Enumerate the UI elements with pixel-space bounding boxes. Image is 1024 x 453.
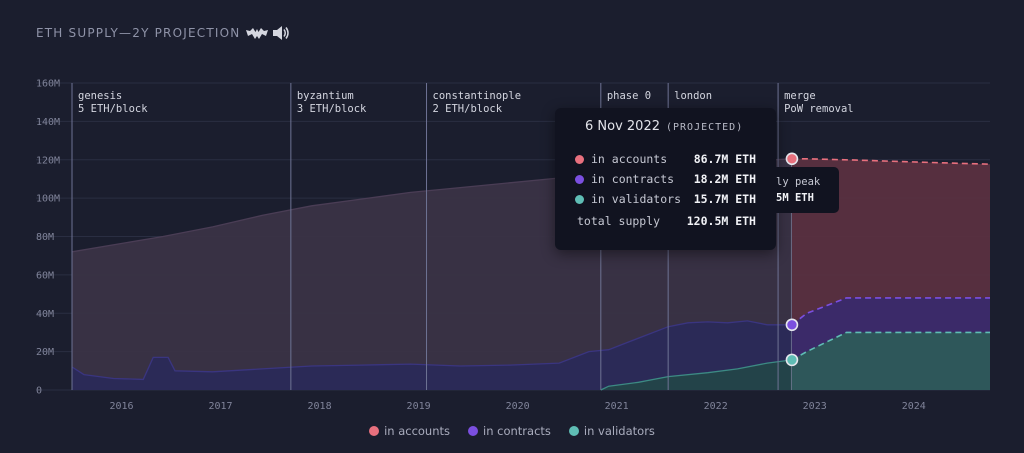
x-tick-label: 2021 <box>605 401 629 412</box>
era-name-label: byzantium <box>297 90 354 102</box>
line-in-contracts-historical <box>71 320 792 381</box>
peak-label-line2: 5M ETH <box>776 192 814 204</box>
line-in-contracts-projected <box>791 297 990 326</box>
y-tick-label: 40M <box>36 309 54 320</box>
tooltip-tag: (PROJECTED) <box>666 122 744 133</box>
tooltip-row-contracts: in contracts 18.2M ETH <box>575 172 756 186</box>
era-name-label: merge <box>784 90 816 102</box>
y-tick-label: 20M <box>36 347 54 358</box>
era-name-label: london <box>674 90 712 102</box>
speaker-icon[interactable] <box>272 25 290 41</box>
tooltip-row-validators: in validators 15.7M ETH <box>575 192 756 206</box>
validators-legend-dot-icon <box>568 426 579 436</box>
tooltip-date: 6 Nov 2022 (PROJECTED) <box>585 119 744 134</box>
era-reward-label: 2 ETH/block <box>433 103 503 115</box>
x-tick-label: 2017 <box>208 401 232 412</box>
y-tick-label: 80M <box>36 232 54 243</box>
area-in-validators-projected <box>791 332 990 390</box>
contracts-dot-icon <box>575 174 584 184</box>
era-name-label: constantinople <box>433 90 522 102</box>
y-tick-label: 100M <box>36 194 60 205</box>
line-in-validators-historical <box>600 359 792 391</box>
y-tick-label: 60M <box>36 270 54 281</box>
legend-item-validators[interactable]: in validators <box>568 424 655 438</box>
hover-point-in-contracts <box>785 318 799 332</box>
validators-dot-icon <box>575 194 584 204</box>
era-reward-label: PoW removal <box>784 103 854 115</box>
x-tick-label: 2022 <box>704 401 728 412</box>
x-tick-label: 2018 <box>308 401 332 412</box>
y-tick-label: 140M <box>36 117 60 128</box>
accounts-legend-dot-icon <box>369 426 380 436</box>
era-name-label: phase 0 <box>607 90 651 102</box>
x-tick-label: 2023 <box>803 401 827 412</box>
peak-label-line1: ly peak <box>776 176 821 188</box>
x-tick-label: 2019 <box>407 401 431 412</box>
chart-title: ETH SUPPLY—2Y PROJECTION <box>36 26 241 40</box>
y-tick-label: 0 <box>36 386 42 397</box>
legend-item-accounts[interactable]: in accounts <box>369 424 450 438</box>
y-tick-label: 120M <box>36 155 60 166</box>
y-tick-label: 160M <box>36 79 60 90</box>
hover-point-in-validators <box>785 353 799 367</box>
chart-legend: in accounts in contracts in validators <box>0 424 1024 438</box>
tooltip-row-accounts: in accounts 86.7M ETH <box>575 152 756 166</box>
x-tick-label: 2024 <box>902 401 926 412</box>
x-tick-label: 2020 <box>506 401 530 412</box>
bat-icon <box>246 28 269 39</box>
x-tick-label: 2016 <box>109 401 133 412</box>
legend-item-contracts[interactable]: in contracts <box>468 424 551 438</box>
era-name-label: genesis <box>78 90 122 102</box>
hover-tooltip: 6 Nov 2022 (PROJECTED) in accounts 86.7M … <box>555 108 776 250</box>
era-reward-label: 3 ETH/block <box>297 103 367 115</box>
accounts-dot-icon <box>575 154 584 164</box>
contracts-legend-dot-icon <box>468 426 479 436</box>
line-in-accounts-projected <box>791 158 991 165</box>
chart-title-bar: ETH SUPPLY—2Y PROJECTION <box>36 25 290 41</box>
era-reward-label: 5 ETH/block <box>78 103 148 115</box>
area-in-contracts-historical <box>72 320 792 390</box>
peak-label-box: ly peak 5M ETH <box>770 167 839 213</box>
area-in-validators-historical <box>600 359 792 390</box>
hover-point-in-accounts <box>785 152 799 166</box>
line-in-validators-projected <box>791 331 990 361</box>
tooltip-row-total: total supply 120.5M ETH <box>577 214 756 228</box>
